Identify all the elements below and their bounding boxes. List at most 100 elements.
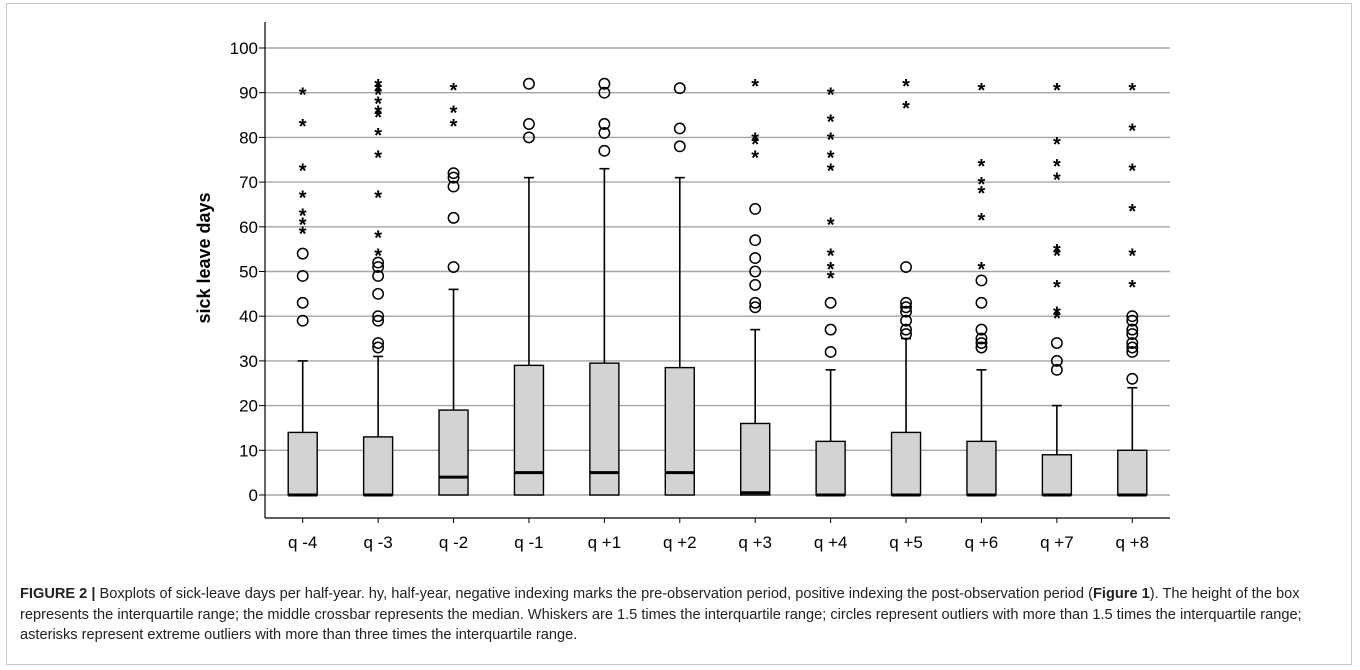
- outlier-circle: [749, 202, 762, 215]
- outlier-circle: [975, 332, 988, 345]
- iqr-box: [438, 409, 469, 496]
- outlier-circle: [900, 261, 912, 273]
- caption-figure-ref[interactable]: Figure 1: [1092, 586, 1150, 602]
- extreme-asterisk: *: [978, 183, 986, 205]
- outlier-circle: [598, 126, 611, 139]
- extreme-asterisk: *: [1128, 161, 1136, 183]
- outlier-circle: [824, 296, 837, 309]
- extreme-asterisk: *: [1053, 308, 1061, 330]
- outlier-circle: [372, 261, 385, 273]
- box-group: [664, 82, 695, 496]
- extreme-asterisk: *: [978, 210, 986, 232]
- outlier-circle: [749, 296, 762, 309]
- extreme-asterisk: *: [450, 80, 458, 102]
- outlier-circle: [900, 296, 912, 309]
- extreme-asterisk: *: [827, 129, 835, 151]
- extreme-asterisk: *: [1128, 80, 1136, 102]
- outlier-circle: [1126, 328, 1139, 341]
- y-tick-label: 30: [239, 352, 258, 371]
- box-group: ***: [438, 80, 469, 496]
- y-tick-label: 60: [239, 218, 258, 237]
- extreme-asterisk: *: [299, 223, 307, 245]
- extreme-asterisk: *: [299, 85, 307, 107]
- outlier-circle: [749, 252, 762, 265]
- extreme-asterisk: *: [827, 246, 835, 268]
- outlier-circle: [1126, 372, 1139, 385]
- extreme-asterisk: *: [827, 147, 835, 169]
- x-tick-label: q -3: [363, 533, 392, 552]
- extreme-asterisk: *: [374, 125, 382, 147]
- extreme-asterisk: *: [374, 246, 382, 268]
- y-tick-label: 20: [239, 397, 258, 416]
- caption-text-2: ). The height of the box represents the …: [20, 586, 1302, 643]
- box-group: **: [890, 76, 922, 497]
- extreme-asterisk: *: [374, 80, 382, 102]
- outlier-circle: [1050, 354, 1063, 367]
- extreme-asterisk: *: [374, 76, 382, 98]
- outlier-circle: [296, 314, 309, 327]
- outlier-circle: [447, 167, 460, 180]
- outlier-circle: [900, 314, 912, 327]
- outlier-circle: [824, 323, 837, 336]
- outlier-circle: [372, 256, 385, 269]
- extreme-asterisk: *: [1128, 246, 1136, 268]
- extreme-asterisk: *: [374, 85, 382, 107]
- extreme-asterisk: *: [827, 214, 835, 236]
- extreme-asterisk: *: [299, 161, 307, 183]
- outlier-circle: [749, 265, 762, 278]
- outlier-circle: [1126, 323, 1139, 336]
- y-tick-label: 70: [239, 173, 258, 192]
- box-group: [589, 77, 620, 496]
- axes: 0 10 20 30 40 50 60 70 80 90 100 q -4 q -3 q -2 q -1 q …: [230, 22, 1170, 552]
- extreme-asterisk: *: [299, 188, 307, 210]
- x-tick-label: q +4: [814, 533, 848, 552]
- box-group: ******: [1117, 80, 1148, 497]
- outlier-circle: [523, 131, 535, 144]
- outlier-circle: [900, 305, 912, 318]
- x-tick-label: q -1: [514, 533, 543, 552]
- iqr-box: [287, 431, 318, 496]
- x-tick-label: q -4: [288, 533, 317, 552]
- extreme-asterisk: *: [1053, 170, 1061, 192]
- outlier-circle: [749, 234, 762, 247]
- boxes: ****************************************…: [287, 76, 1148, 497]
- outlier-circle: [1126, 346, 1139, 358]
- x-tick-label: q +6: [965, 533, 999, 552]
- box-group: [513, 77, 545, 496]
- outlier-circle: [598, 77, 611, 90]
- outlier-circle: [523, 118, 535, 130]
- y-tick-label: 10: [239, 441, 258, 460]
- extreme-asterisk: *: [978, 259, 986, 281]
- outlier-circle: [296, 247, 309, 260]
- extreme-asterisk: *: [374, 188, 382, 210]
- extreme-asterisk: *: [450, 116, 458, 138]
- extreme-asterisk: *: [978, 174, 986, 196]
- outlier-circle: [749, 301, 762, 314]
- box-group: ******: [966, 80, 997, 497]
- outlier-circle: [598, 144, 611, 157]
- extreme-asterisk: *: [299, 116, 307, 138]
- y-axis-label: sick leave days: [194, 192, 214, 323]
- x-tick-label: q +5: [889, 533, 923, 552]
- extreme-asterisk: *: [374, 107, 382, 129]
- extreme-asterisk: *: [827, 161, 835, 183]
- outlier-circle: [900, 323, 912, 336]
- outlier-circle: [372, 270, 385, 282]
- x-tick-label: q +2: [663, 533, 697, 552]
- outlier-circle: [447, 261, 460, 273]
- extreme-asterisk: *: [1053, 241, 1061, 263]
- outlier-circle: [975, 337, 988, 349]
- extreme-asterisk: *: [374, 228, 382, 250]
- box-group: *********: [1041, 80, 1073, 497]
- iqr-box: [513, 364, 545, 496]
- outlier-circle: [372, 341, 385, 354]
- outlier-circle: [372, 287, 385, 300]
- x-tick-label: q +3: [738, 533, 772, 552]
- outlier-circle: [296, 270, 309, 282]
- extreme-asterisk: *: [1128, 277, 1136, 299]
- extreme-asterisk: *: [450, 103, 458, 125]
- extreme-asterisk: *: [1053, 277, 1061, 299]
- iqr-box: [589, 362, 620, 496]
- extreme-asterisk: *: [1128, 120, 1136, 142]
- extreme-asterisk: *: [299, 214, 307, 236]
